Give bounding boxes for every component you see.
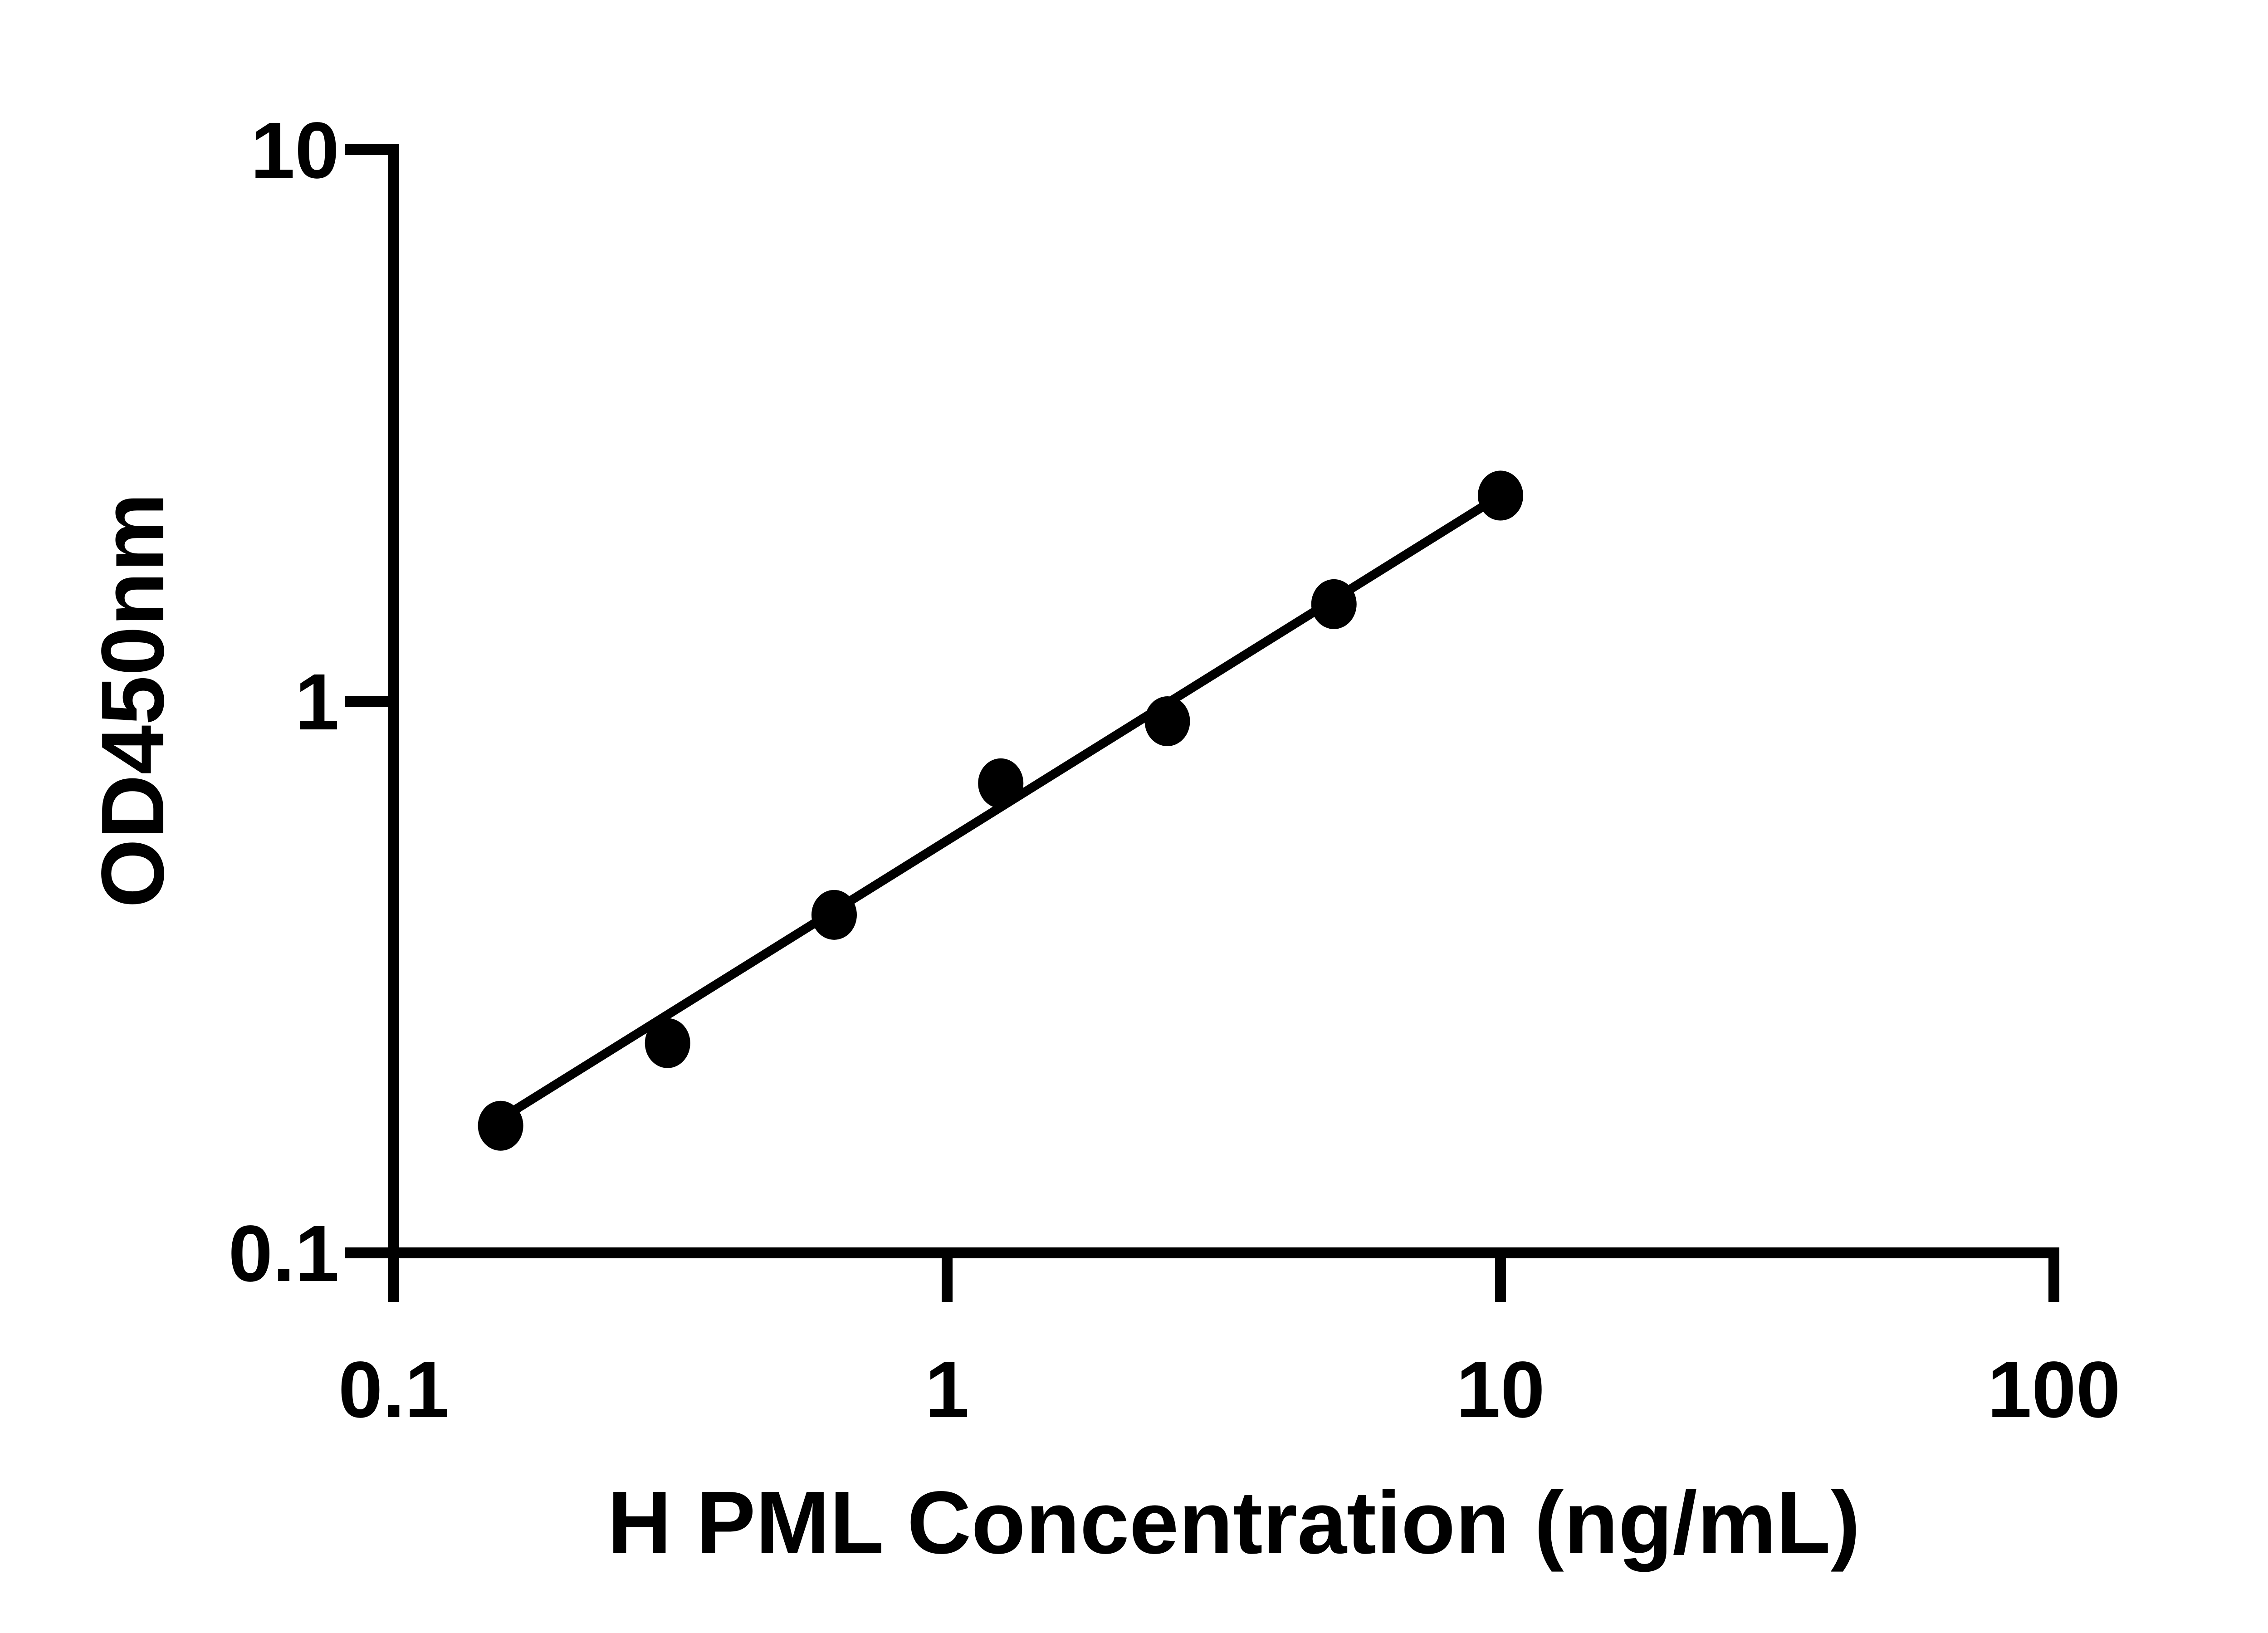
y-tick-label: 10 bbox=[250, 106, 339, 195]
x-tick-label: 100 bbox=[1987, 1345, 2121, 1434]
tick-labels-layer: 0.1 1 10 100 10 1 0.1 bbox=[228, 106, 2121, 1434]
x-axis-title: H PML Concentration (ng/mL) bbox=[607, 1475, 1860, 1573]
y-axis-title: OD450nm bbox=[85, 493, 183, 908]
data-point bbox=[478, 1100, 523, 1151]
x-tick-label: 0.1 bbox=[338, 1345, 450, 1434]
axes bbox=[345, 144, 2059, 1302]
data-point bbox=[1478, 470, 1523, 521]
data-points-layer bbox=[478, 470, 1523, 1151]
data-point bbox=[811, 890, 857, 940]
data-point bbox=[1144, 696, 1190, 747]
data-point bbox=[978, 758, 1024, 808]
data-point bbox=[1311, 579, 1357, 629]
y-tick-label: 0.1 bbox=[228, 1209, 339, 1298]
data-point bbox=[645, 1018, 690, 1068]
x-tick-label: 10 bbox=[1456, 1345, 1545, 1434]
x-tick-label: 1 bbox=[925, 1345, 969, 1434]
y-tick-label: 1 bbox=[295, 658, 339, 747]
